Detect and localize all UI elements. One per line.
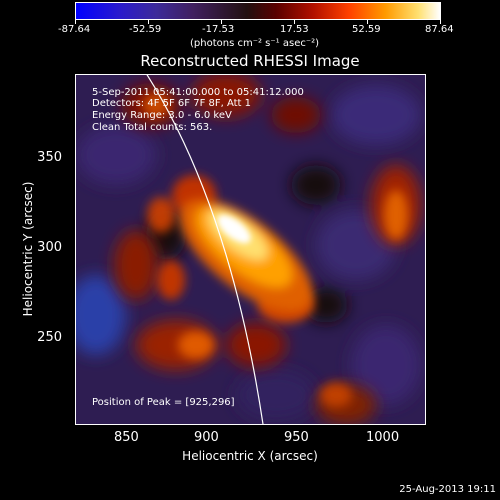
colorbar-tickmark — [148, 20, 149, 24]
x-tick-label: 1000 — [366, 430, 400, 445]
image-title: Reconstructed RHESSI Image — [140, 52, 360, 70]
colorbar-tickmark — [221, 20, 222, 24]
x-axis-label: Heliocentric X (arcsec) — [182, 449, 318, 463]
x-tick-label: 900 — [194, 430, 219, 445]
flare-peak — [217, 214, 251, 244]
info-peak-position: Position of Peak = [925,296] — [92, 397, 235, 408]
y-tick-label: 300 — [37, 240, 62, 255]
colorbar-tick-label: -17.53 — [202, 24, 235, 35]
colorbar — [75, 2, 441, 20]
solar-limb-curve — [146, 75, 264, 424]
colorbar-tick-label: 52.59 — [352, 24, 381, 35]
info-clean-counts: Clean Total counts: 563. — [92, 122, 213, 133]
colorbar-units: (photons cm⁻² s⁻¹ asec⁻²) — [190, 38, 320, 49]
info-energy-range: Energy Range: 3.0 - 6.0 keV — [92, 110, 232, 121]
x-tick-label: 850 — [114, 430, 139, 445]
info-detectors: Detectors: 4F 5F 6F 7F 8F, Att 1 — [92, 98, 252, 109]
colorbar-tick-label: -87.64 — [58, 24, 91, 35]
colorbar-tickmark — [367, 20, 368, 24]
info-time-range: 5-Sep-2011 05:41:00.000 to 05:41:12.000 — [92, 87, 304, 98]
colorbar-tickmark — [75, 20, 76, 24]
y-tick-label: 250 — [37, 330, 62, 345]
rhessi-image-plot — [75, 74, 426, 425]
colorbar-tick-label: -52.59 — [129, 24, 162, 35]
dark-background-mottling — [76, 85, 421, 420]
timestamp: 25-Aug-2013 19:11 — [399, 484, 496, 495]
colorbar-tick-label: 87.64 — [425, 24, 454, 35]
colorbar-tickmark — [294, 20, 295, 24]
image-canvas — [76, 75, 425, 424]
colorbar-tickmark — [440, 20, 441, 24]
y-axis-label: Heliocentric Y (arcsec) — [21, 181, 35, 317]
y-tick-label: 350 — [37, 150, 62, 165]
x-tick-label: 950 — [284, 430, 309, 445]
colorbar-tick-label: 17.53 — [280, 24, 309, 35]
